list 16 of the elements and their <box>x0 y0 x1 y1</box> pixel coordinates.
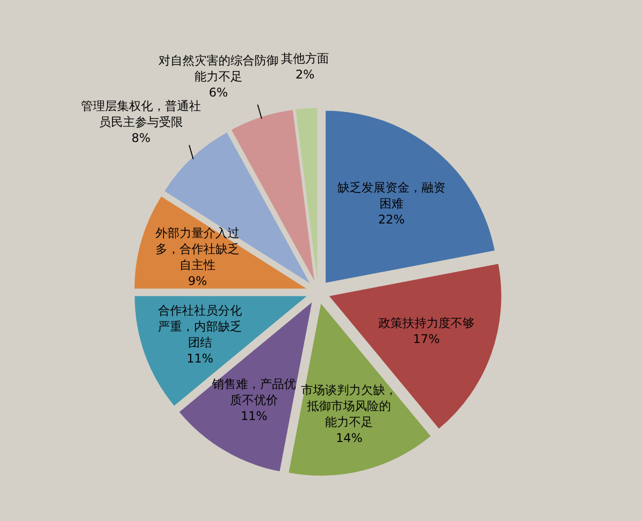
slice-label: 管理层集权化，普通社员民主参与受限 <box>80 99 201 130</box>
data-label: 17% <box>413 332 440 346</box>
slice-label: 合作社社员分化严重，内部缺乏团结 <box>158 304 242 350</box>
slice-label: 其他方面 <box>281 52 330 66</box>
slice-label: 政策扶持力度不够 <box>378 316 474 330</box>
data-label: 11% <box>240 409 268 424</box>
data-label: 8% <box>131 131 151 146</box>
data-label: 11% <box>186 352 214 366</box>
data-label: 22% <box>378 212 405 226</box>
slice-label: 缺乏发展资金，融资困难 <box>337 180 446 210</box>
data-label: 14% <box>336 430 363 445</box>
slice-label: 对自然灾害的综合防御能力不足 <box>158 53 278 84</box>
data-label: 6% <box>208 85 228 100</box>
data-label: 2% <box>296 68 315 82</box>
slice-label: 销售难，产品优质不优价 <box>211 377 296 408</box>
data-label: 9% <box>188 274 207 288</box>
